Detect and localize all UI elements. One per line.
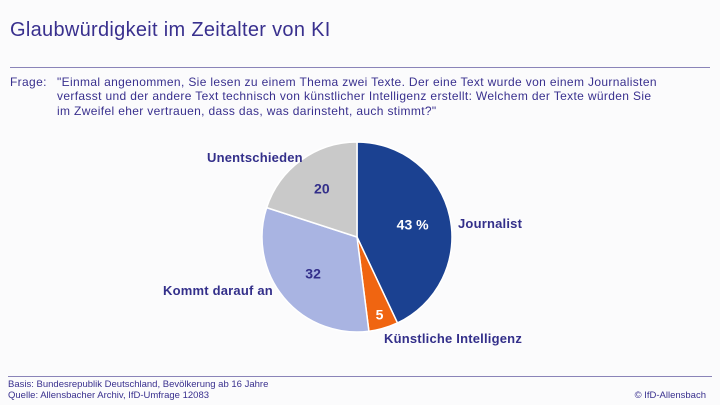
pie-slice-0 bbox=[356, 141, 453, 324]
footer-basis: Basis: Bundesrepublik Deutschland, Bevöl… bbox=[8, 379, 269, 390]
footer-divider bbox=[8, 376, 712, 377]
question-line: "Einmal angenommen, Sie lesen zu einem T… bbox=[57, 75, 657, 89]
question-text: "Einmal angenommen, Sie lesen zu einem T… bbox=[57, 75, 657, 118]
slice-label-journalist: Journalist bbox=[458, 216, 523, 231]
pie-slice-2 bbox=[261, 206, 370, 333]
pie-value-label-1: 5 bbox=[376, 307, 384, 323]
footer-copyright: © IfD-Allensbach bbox=[634, 390, 706, 401]
pie-value-label-3: 20 bbox=[314, 181, 330, 197]
pie-slice-3 bbox=[265, 141, 358, 238]
pie-value-label-2: 32 bbox=[305, 265, 321, 281]
question-label: Frage: bbox=[10, 75, 47, 89]
header-divider bbox=[10, 67, 710, 68]
question-line: im Zweifel eher vertrauen, dass das, was… bbox=[57, 103, 437, 118]
slice-label-kommt-darauf-an: Kommt darauf an bbox=[163, 283, 273, 298]
question-block: Frage: "Einmal angenommen, Sie lesen zu … bbox=[10, 75, 657, 118]
footer-notes: Basis: Bundesrepublik Deutschland, Bevöl… bbox=[8, 379, 268, 401]
slice-label-unentschieden: Unentschieden bbox=[207, 150, 303, 165]
footer-quelle: Quelle: Allensbacher Archiv, IfD-Umfrage… bbox=[8, 390, 210, 402]
page-title: Glaubwürdigkeit im Zeitalter von KI bbox=[10, 19, 331, 41]
pie-chart: 43 % 5 32 20 bbox=[261, 141, 453, 333]
question-line: verfasst und der andere Text technisch v… bbox=[57, 89, 652, 104]
slice-label-kuenstliche-intelligenz: Künstliche Intelligenz bbox=[384, 331, 523, 346]
pie-value-label-0: 43 % bbox=[397, 217, 429, 233]
